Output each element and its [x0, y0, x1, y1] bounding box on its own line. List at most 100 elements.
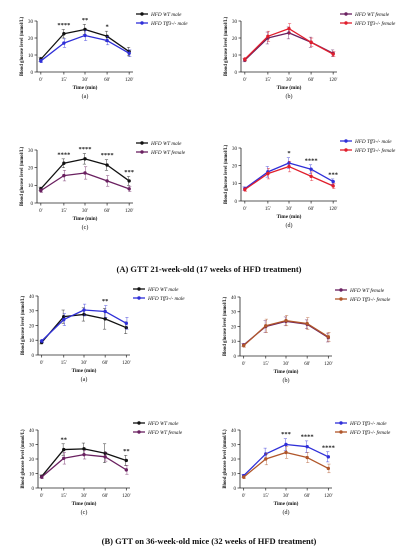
legend-entry: HFD WT female [133, 429, 183, 436]
y-tick-label: 20 [232, 164, 238, 169]
series-0 [39, 442, 129, 479]
series-1 [39, 30, 132, 63]
legend-label: HFD Tff3-/- male [354, 138, 392, 145]
series-line [243, 451, 329, 478]
data-point [326, 455, 331, 459]
data-point [241, 343, 246, 348]
y-tick-label: 10 [28, 184, 34, 189]
x-tick-label: 0' [242, 362, 246, 367]
data-point [83, 171, 87, 175]
x-axis-label: Time (min) [277, 213, 302, 220]
legend-label: HFD Tff3-/- female [354, 20, 396, 27]
significance-marker: **** [79, 146, 92, 153]
chart-panel-A-d: 0 10 20 30 0' 15' 30' 60' 120' Time (min) Blood gl… [224, 138, 396, 229]
y-tick-label: 10 [28, 54, 34, 59]
panel-sublabel: (a) [81, 376, 88, 383]
significance-marker: **** [101, 152, 114, 159]
series-line [243, 319, 329, 347]
data-point [82, 447, 86, 451]
x-tick-label: 15' [61, 78, 67, 83]
legend-entry: HFD Tff3-/- male [136, 20, 188, 27]
legend-label: HFD WT female [349, 287, 385, 294]
y-tick-label: 30 [231, 311, 237, 316]
y-tick-label: 0 [234, 355, 237, 360]
chart-panel-B-a: 0 10 20 30 40 0' 15' 30' 60' 120' Time (min) Blood … [21, 287, 185, 383]
significance-marker: ** [82, 17, 89, 24]
y-tick-label: 20 [28, 166, 34, 171]
x-tick-label: 30' [82, 209, 88, 214]
legend-label: HFD Tff3-/- male [147, 295, 185, 302]
x-tick-label: 120' [122, 361, 131, 366]
data-point [127, 179, 131, 183]
data-point [62, 41, 66, 45]
legend-swatch-marker [140, 12, 144, 16]
legend-label: HFD WT male [147, 421, 179, 427]
data-point [83, 157, 87, 161]
y-tick-label: 10 [231, 340, 237, 345]
y-axis-label: Blood glucose level (mmol/L) [20, 16, 25, 76]
x-tick-label: 0' [39, 209, 43, 214]
legend-swatch-marker [137, 421, 141, 425]
x-tick-label: 30' [81, 361, 87, 366]
x-tick-label: 60' [308, 78, 314, 83]
x-tick-label: 0' [243, 207, 247, 212]
x-tick-label: 60' [104, 209, 110, 214]
data-point [39, 339, 44, 343]
y-tick-label: 0 [32, 487, 35, 492]
y-tick-label: 20 [231, 458, 237, 463]
data-point [266, 171, 270, 176]
legend-entry: HFD WT male [136, 12, 182, 18]
panel-sublabel: (c) [81, 509, 88, 516]
x-tick-label: 15' [265, 78, 271, 83]
data-point [264, 452, 268, 456]
data-point [326, 466, 331, 471]
legend-swatch-marker [344, 148, 348, 152]
legend-swatch-marker [137, 287, 141, 291]
legend-label: HFD Tff3-/- female [349, 296, 391, 303]
y-tick-label: 0 [234, 487, 237, 492]
x-tick-label: 120' [324, 494, 333, 499]
chart-panel-A-b: 0 10 20 30 0' 15' 30' 60' 120' Time (min) Blood gl… [224, 11, 396, 100]
x-axis-label: Time (min) [72, 500, 97, 507]
y-tick-label: 10 [232, 182, 238, 187]
y-tick-label: 20 [28, 37, 34, 42]
x-axis-label: Time (min) [274, 500, 299, 507]
significance-marker: *** [328, 171, 338, 178]
y-tick-label: 20 [29, 324, 35, 329]
series-line [40, 172, 130, 192]
data-point [83, 27, 87, 32]
significance-marker: *** [281, 431, 291, 438]
x-axis-label: Time (min) [277, 84, 302, 91]
data-point [284, 442, 288, 447]
x-tick-label: 0' [242, 494, 246, 499]
y-tick-label: 10 [232, 54, 238, 59]
series-1 [39, 303, 129, 343]
x-tick-label: 15' [263, 362, 269, 367]
legend-entry: HFD WT female [335, 287, 385, 294]
panel-sublabel: (b) [286, 93, 293, 100]
significance-marker: **** [305, 157, 318, 164]
legend-entry: HFD Tff3-/- male [340, 138, 392, 145]
panel-sublabel: (d) [283, 509, 290, 516]
data-point [326, 335, 331, 339]
data-point [243, 57, 247, 61]
y-tick-label: 30 [29, 443, 35, 448]
y-tick-label: 0 [31, 202, 34, 207]
y-tick-label: 40 [231, 296, 237, 301]
data-point [103, 309, 107, 314]
y-axis-label: Blood glucose level (mmol/L) [21, 295, 26, 355]
x-tick-label: 30' [81, 494, 87, 499]
data-point [83, 33, 87, 38]
legend-swatch-marker [140, 141, 144, 145]
series-line [40, 34, 130, 62]
data-point [309, 167, 313, 171]
data-point [266, 34, 270, 38]
legend-entry: HFD Tff3-/- female [335, 429, 391, 436]
x-tick-label: 30' [283, 494, 289, 499]
y-axis-label: Blood glucose level (mmol/L) [224, 144, 229, 204]
x-axis-label: Time (min) [72, 367, 97, 374]
chart-panel-B-b: 0 10 20 30 40 0' 15' 30' 60' 120' Time (min) Blood … [223, 287, 391, 384]
y-tick-label: 20 [231, 325, 237, 330]
data-point [241, 475, 246, 479]
significance-marker: **** [57, 22, 70, 29]
